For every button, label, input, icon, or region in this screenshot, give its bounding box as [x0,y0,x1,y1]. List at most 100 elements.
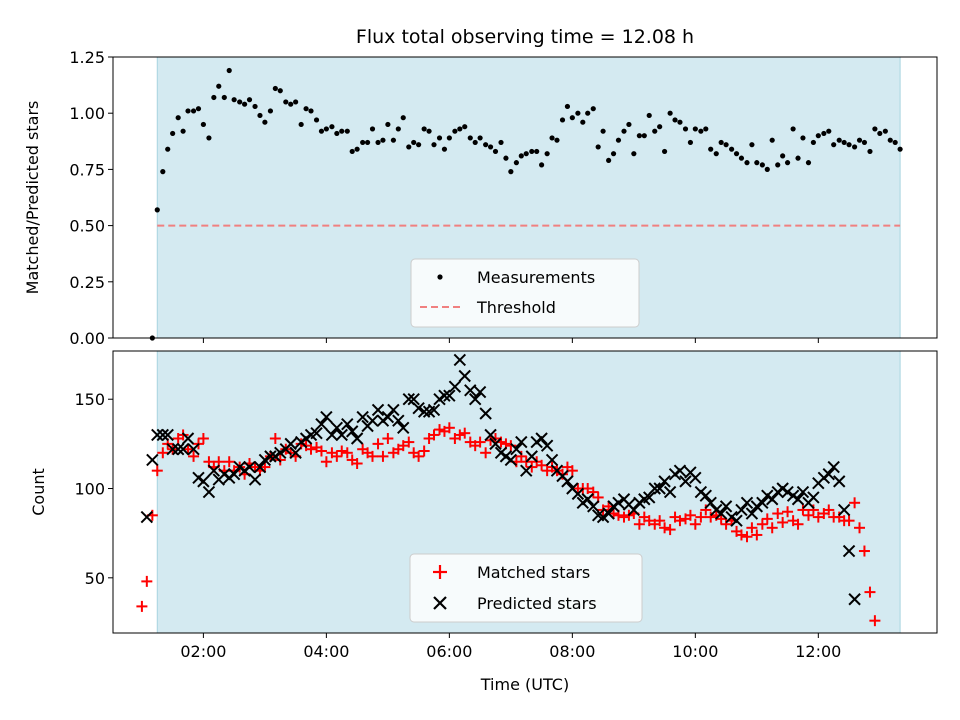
matched-star-point [802,509,814,521]
measurement-point [303,106,309,112]
measurement-point [390,137,397,143]
measurement-point [313,117,320,123]
matched-star-point [643,515,655,527]
predicted-stars-series [140,353,861,606]
measurement-point [364,139,371,146]
predicted-star-point [248,473,262,486]
predicted-star-point [581,493,594,506]
predicted-star-point [504,453,518,467]
matched-star-point [515,450,527,462]
predicted-star-point [735,503,748,517]
measurement-point [805,160,812,166]
measurement-point [277,88,283,94]
matched-star-point [633,518,645,530]
top-axes-frame [112,56,938,339]
bottom-x-axis: 02:00 04:00 06:00 08:00 10:00 12:00 [180,633,841,661]
matched-star-point [269,433,281,445]
predicted-star-point [596,510,610,524]
measurement-point [503,155,509,161]
measurement-point [580,119,586,125]
measurement-point [446,135,452,141]
measurement-point [406,144,412,150]
predicted-star-point [837,503,851,517]
predicted-star-point [473,385,487,399]
measurement-point [795,155,801,161]
predicted-star-point [243,460,256,474]
measurement-point [369,126,376,132]
predicted-star-point [453,353,467,367]
measurement-point [595,144,601,150]
matched-star-point [695,511,707,523]
measurement-point [349,148,355,155]
predicted-star-point [730,514,743,527]
measurement-point [744,160,750,166]
predicted-star-point [704,496,717,510]
predicted-star-point [202,485,216,499]
measurement-point [375,139,381,146]
measurements-series [149,67,903,341]
matched-star-point [443,422,455,434]
measurement-point [283,99,289,105]
measurement-point [308,108,314,114]
matched-star-point [223,456,235,468]
predicted-star-point [827,460,840,474]
predicted-star-point [791,493,805,506]
matched-star-point [807,504,819,516]
x-axis-label: Time (UTC) [480,675,569,694]
matched-star-point [315,445,327,457]
predicted-star-point [458,369,471,383]
measurement-point [769,137,775,143]
measurement-point [467,135,473,141]
top-y-tick-label: 1.00 [69,104,105,123]
measurement-point [267,108,274,114]
predicted-star-point [381,410,395,424]
top-legend-box [410,258,640,328]
predicted-star-point [335,428,348,442]
measurement-point [339,128,345,134]
matched-star-point [582,483,594,495]
measurement-point [775,162,781,168]
matched-star-point [684,509,696,521]
matched-star-point [459,427,471,439]
matched-star-point [777,516,789,528]
measurement-point [810,139,817,146]
measurement-point [692,126,698,132]
matched-star-point [823,504,835,516]
predicted-star-point [310,426,323,440]
predicted-star-point [320,410,333,424]
matched-star-point [735,529,747,541]
predicted-star-point [289,446,302,460]
predicted-star-point [464,384,477,397]
matched-star-point [505,440,517,452]
predicted-star-point [658,475,671,488]
predicted-star-point [602,507,615,520]
top-y-tick-label: 0.00 [69,329,105,348]
predicted-star-point [274,446,287,460]
measurement-point [216,83,222,89]
predicted-star-point [489,437,502,451]
matched-star-point [858,545,870,557]
predicted-star-point [315,418,328,431]
matched-star-point [536,459,548,471]
measurement-point [564,103,571,110]
predicted-star-point [545,453,559,467]
measurement-point [180,128,186,134]
predicted-star-point [515,435,528,449]
measurement-point [323,126,329,132]
bottom-x-tick-label: 04:00 [303,642,349,661]
measurement-point [749,142,755,148]
measurement-point [544,151,550,157]
predicted-star-point [412,401,425,415]
measurement-point [237,99,243,105]
predicted-star-point [146,453,159,467]
predicted-star-point [161,428,174,442]
predicted-star-point [387,403,400,417]
matched-star-point [305,443,317,455]
matched-star-point [377,450,389,462]
measurement-point [652,128,658,134]
predicted-star-point [427,403,441,417]
predicted-star-point [833,475,846,488]
measurement-point [600,128,606,134]
predicted-star-point [689,471,702,485]
measurement-point [318,128,325,134]
